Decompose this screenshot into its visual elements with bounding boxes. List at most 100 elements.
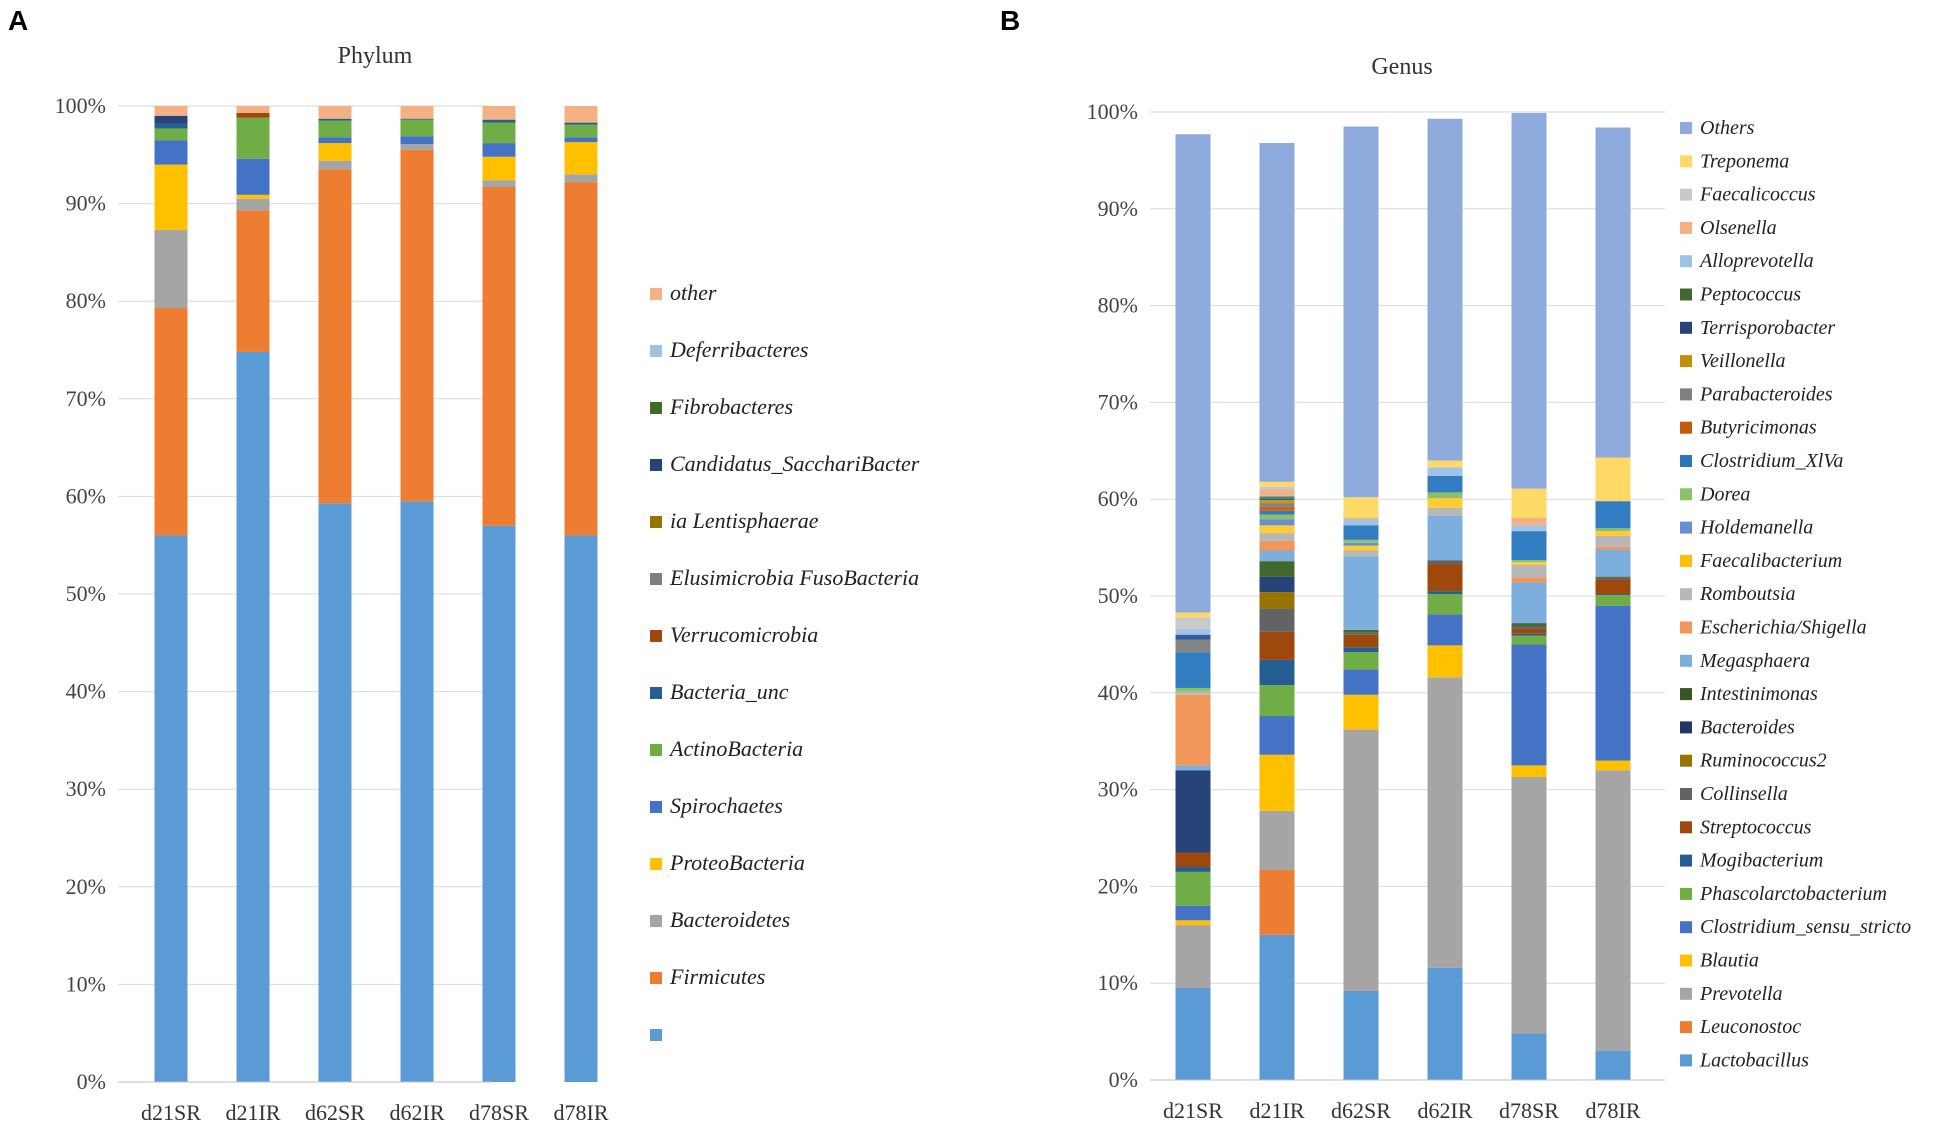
bar-segment [1512,634,1547,636]
bar-segment [1596,531,1631,536]
bar-segment [1344,551,1379,557]
bar-segment [565,137,598,142]
bar-segment [319,143,352,161]
legend-swatch [1680,821,1692,833]
legend-swatch [1680,888,1692,900]
panel-label-a: A [8,5,28,36]
legend-swatch [1680,388,1692,400]
bar-segment [1344,525,1379,540]
bar-segment [401,120,434,137]
bar-segment [1260,496,1295,498]
bar-segment [1596,606,1631,761]
legend-label: Parabacteroides [1699,383,1833,405]
bar-segment [1428,560,1463,564]
bar-segment [1260,541,1295,551]
bar-segment [319,106,352,119]
bar-segment [1344,518,1379,520]
bar-segment [1260,143,1295,482]
bar-segment [483,106,516,120]
legend-swatch [650,858,662,870]
legend-label: Deferribacteres [669,337,808,362]
bar-segment [1260,609,1295,632]
bar-segment [1176,635,1211,640]
y-tick-label: 0% [1109,1067,1138,1092]
bar-segment [565,106,598,123]
bar-segment [1428,594,1463,614]
bar-segment [1428,677,1463,967]
bar-segment [1260,551,1295,562]
legend-label: Alloprevotella [1698,250,1814,272]
legend-label: ProteoBacteria [669,850,805,875]
bar-segment [1176,134,1211,612]
legend-label: Clostridium_XlVa [1700,450,1843,472]
bar-segment [319,503,352,1082]
legend-swatch [1680,755,1692,767]
bar-segment [1428,498,1463,508]
bar-segment [401,106,434,119]
bar-segment [1260,592,1295,608]
bar-segment [1176,867,1211,872]
legend-label: Butyricimonas [1700,417,1817,439]
bar-segment [1596,1051,1631,1080]
bar-segment [1428,467,1463,476]
bar-segment [1176,612,1211,617]
legend-swatch [1680,955,1692,967]
legend-label: Veillonella [1700,350,1786,372]
y-tick-label: 30% [1098,777,1138,802]
bar-segment [1260,520,1295,526]
bar-segment [1596,127,1631,457]
bar-segment [1260,500,1295,503]
bar-segment [1176,770,1211,852]
legend-swatch [1680,688,1692,700]
legend-swatch [1680,921,1692,933]
legend-label: Ruminococcus2 [1699,750,1827,772]
legend-label: Olsenella [1700,217,1777,239]
bar-segment [1344,730,1379,991]
bar-segment [1428,968,1463,1080]
legend-swatch [650,801,662,813]
legend-swatch [1680,289,1692,301]
y-tick-label: 50% [66,581,106,606]
bar-segment [319,161,352,170]
legend-label: Others [1700,117,1755,139]
bar-segment [1260,632,1295,660]
legend-swatch [1680,588,1692,600]
y-tick-label: 40% [66,679,106,704]
bar-segment [565,125,598,138]
bar-segment [1176,688,1211,692]
bar-segment [1176,920,1211,925]
bar-segment [1260,716,1295,755]
bar-segment [1176,906,1211,921]
legend-label: Holdemanella [1699,517,1813,539]
legend-swatch [1680,655,1692,667]
bar-segment [1512,1034,1547,1080]
bar-segment [1176,617,1211,629]
panel-label-b: B [1000,5,1020,36]
bar-segment [1344,630,1379,633]
bar-segment [1596,547,1631,550]
bar-segment [1596,501,1631,528]
bar-segment [1512,644,1547,765]
legend-swatch [1680,788,1692,800]
bar-segment [1260,482,1295,487]
y-tick-label: 70% [66,386,106,411]
legend-label: Spirochaetes [670,793,783,818]
y-tick-label: 90% [66,191,106,216]
bar-segment [1176,640,1211,653]
legend-swatch [650,744,662,756]
y-tick-label: 20% [1098,873,1138,898]
phylum-chart: 0% 10% 20% 30% 40% 50% 60% 70% 80% 90% 100% d21SR d2… [55,93,920,1125]
bar-segment [1512,489,1547,518]
bar-segment [1344,647,1379,652]
bar-segment [1344,670,1379,695]
x-tick-label: d21IR [1250,1098,1305,1123]
legend-label: Faecalibacterium [1699,550,1842,572]
bar-segment [1260,660,1295,685]
bar-segment [1428,508,1463,516]
bar-segment [1344,546,1379,551]
bar-segment [1428,476,1463,492]
bar-segment [155,128,188,140]
bar-segment [155,124,188,129]
legend-swatch [650,402,662,414]
bar-segment [1176,765,1211,770]
